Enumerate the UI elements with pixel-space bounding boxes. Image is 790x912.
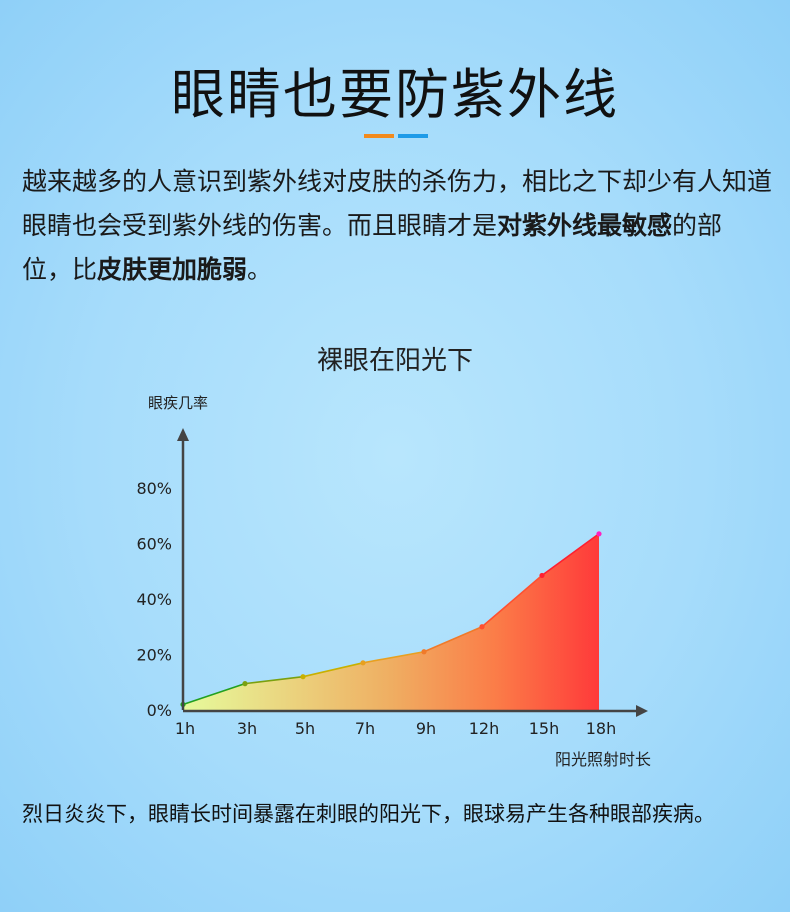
x-tick-label: 9h bbox=[416, 719, 436, 738]
series-line-segment bbox=[182, 682, 246, 706]
y-tick-label: 40% bbox=[136, 590, 172, 609]
data-point-5h bbox=[300, 674, 306, 680]
y-tick-label: 0% bbox=[147, 701, 172, 720]
x-tick-label: 3h bbox=[237, 719, 257, 738]
intro-text: 越来越多的人意识到紫外线对皮肤的杀伤力，相比之下却少有人知道眼睛也会受到紫外线的… bbox=[22, 167, 773, 240]
series-line-segment bbox=[244, 675, 304, 685]
y-axis-arrow bbox=[177, 428, 189, 441]
data-point-15h bbox=[539, 572, 545, 579]
area-fill bbox=[183, 533, 599, 710]
intro-text-mid: 的部位，比 bbox=[22, 211, 723, 284]
intro-text-end: 。 bbox=[247, 255, 273, 284]
x-tick-label: 18h bbox=[586, 719, 617, 738]
data-point-18h bbox=[596, 531, 602, 537]
intro-paragraph: 越来越多的人意识到紫外线对皮肤的杀伤力，相比之下却少有人知道眼睛也会受到紫外线的… bbox=[22, 160, 772, 292]
data-point-12h bbox=[479, 624, 485, 630]
accent-bar-blue bbox=[398, 134, 428, 138]
x-tick-label: 7h bbox=[355, 719, 375, 738]
series-line-segment bbox=[423, 626, 483, 653]
data-point-7h bbox=[360, 660, 366, 666]
x-axis-arrow bbox=[636, 705, 648, 717]
x-tick-label: 15h bbox=[529, 719, 560, 738]
x-tick-label: 12h bbox=[469, 719, 500, 738]
chart-title: 裸眼在阳光下 bbox=[316, 346, 473, 376]
series-line-segment bbox=[541, 533, 600, 577]
y-tick-label: 80% bbox=[136, 479, 172, 498]
x-tick-label: 5h bbox=[295, 719, 315, 738]
accent-bar-orange bbox=[364, 134, 394, 138]
y-tick-label: 60% bbox=[136, 535, 172, 554]
series-line-segment bbox=[362, 650, 425, 664]
intro-bold-1: 对紫外线最敏感 bbox=[497, 211, 673, 240]
x-axis-label: 阳光照射时长 bbox=[555, 750, 652, 769]
data-point-9h bbox=[421, 649, 427, 655]
series-line-segment bbox=[481, 574, 543, 628]
y-axis-label: 眼疾几率 bbox=[148, 394, 209, 412]
footer-text: 烈日炎炎下，眼睛长时间暴露在刺眼的阳光下，眼球易产生各种眼部疾病。 bbox=[22, 802, 715, 826]
x-tick-label: 1h bbox=[175, 719, 195, 738]
y-tick-label: 20% bbox=[136, 646, 172, 665]
page-title: 眼睛也要防紫外线 bbox=[171, 63, 619, 126]
data-point-3h bbox=[242, 681, 248, 687]
series-line-segment bbox=[302, 662, 364, 678]
intro-bold-2: 皮肤更加脆弱 bbox=[97, 255, 248, 284]
